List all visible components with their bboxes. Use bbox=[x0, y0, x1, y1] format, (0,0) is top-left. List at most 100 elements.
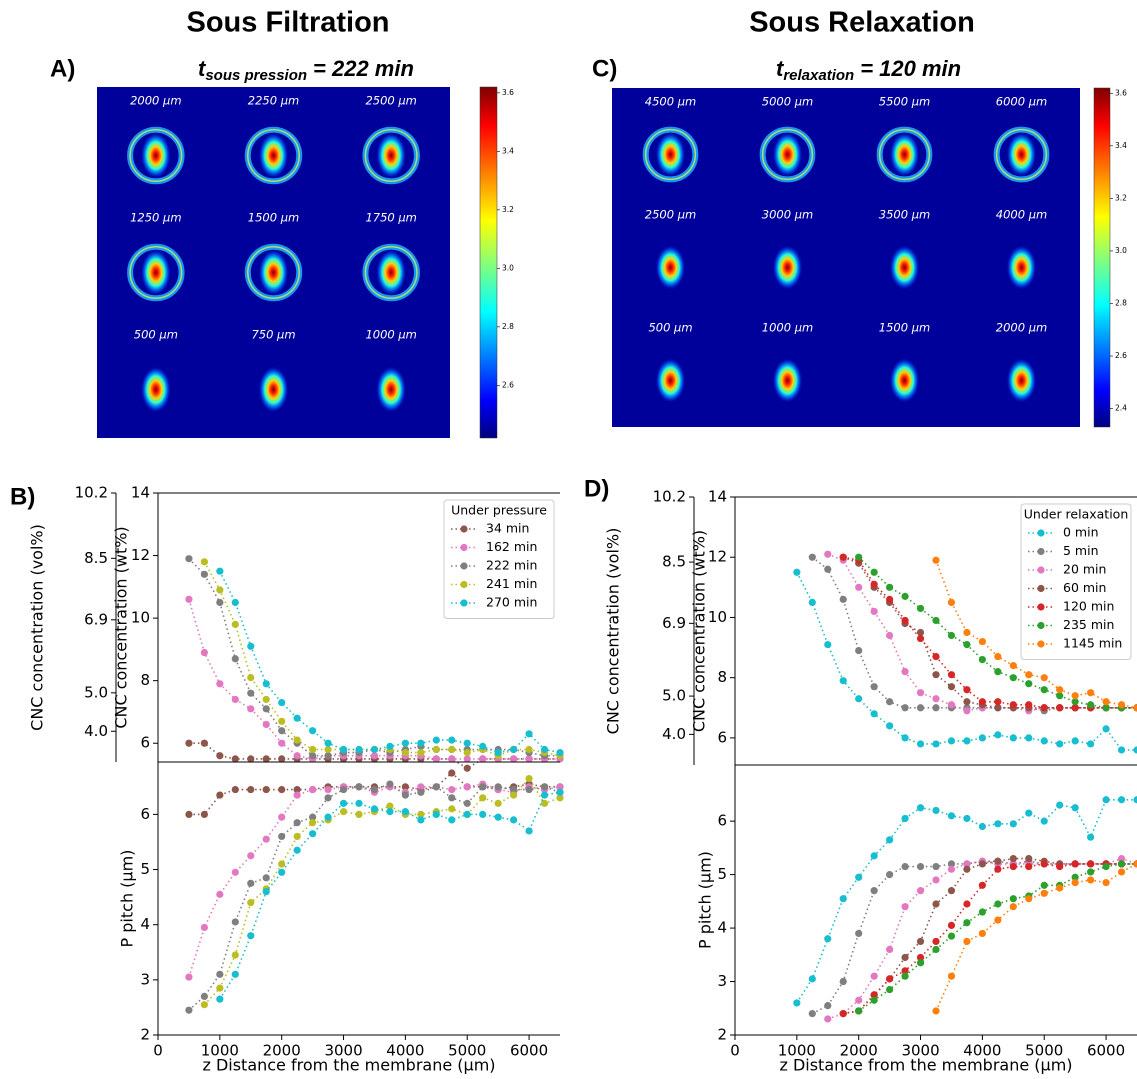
data-point bbox=[978, 860, 986, 868]
data-point bbox=[886, 722, 894, 730]
data-point bbox=[963, 698, 971, 706]
data-point bbox=[901, 972, 909, 980]
data-point bbox=[309, 752, 317, 760]
data-point bbox=[978, 637, 986, 646]
data-point bbox=[1071, 704, 1079, 712]
legend-label: 0 min bbox=[1063, 525, 1099, 540]
data-point bbox=[355, 783, 363, 791]
data-point bbox=[932, 704, 940, 712]
data-point bbox=[1040, 817, 1048, 825]
data-point bbox=[309, 830, 317, 838]
data-point bbox=[293, 736, 301, 744]
diffraction-spot bbox=[772, 357, 803, 404]
x-axis-label: z Distance from the membrane (µm) bbox=[202, 1056, 495, 1075]
data-point bbox=[417, 749, 425, 757]
legend-marker bbox=[1037, 584, 1045, 593]
data-point bbox=[994, 820, 1002, 828]
panel-label: A) bbox=[50, 55, 75, 82]
data-point bbox=[262, 705, 270, 713]
data-point bbox=[1087, 876, 1095, 884]
data-point bbox=[916, 804, 925, 812]
data-point bbox=[978, 881, 986, 889]
data-point bbox=[870, 972, 878, 980]
data-point bbox=[901, 903, 909, 911]
data-point bbox=[839, 895, 847, 903]
panel-subtitle: tsous pression = 222 min bbox=[198, 56, 414, 84]
colorbar-tick-label: 3.4 bbox=[1115, 141, 1127, 150]
data-point bbox=[994, 857, 1002, 865]
data-point bbox=[947, 631, 956, 640]
data-point bbox=[839, 1010, 847, 1018]
diffraction-ring bbox=[761, 128, 814, 181]
data-point bbox=[401, 791, 409, 799]
data-point bbox=[932, 740, 940, 748]
y2-tick-label: 8.5 bbox=[662, 553, 686, 571]
position-label: 3000 µm bbox=[762, 208, 813, 222]
data-point bbox=[1056, 801, 1064, 809]
y2-tick-label: 6.9 bbox=[662, 614, 686, 632]
y-tick-label: 14 bbox=[708, 488, 727, 506]
data-point bbox=[185, 555, 193, 563]
data-point bbox=[309, 727, 317, 735]
data-point bbox=[824, 935, 832, 943]
series-line bbox=[219, 791, 561, 1000]
data-point bbox=[870, 710, 878, 718]
data-point bbox=[994, 865, 1002, 873]
data-point bbox=[386, 780, 394, 788]
data-point bbox=[247, 879, 255, 887]
data-point bbox=[870, 887, 878, 895]
x-tick-label: 5000 bbox=[448, 1042, 486, 1060]
data-point bbox=[824, 550, 832, 558]
data-point bbox=[824, 565, 832, 573]
data-point bbox=[855, 873, 863, 881]
data-point bbox=[1071, 698, 1079, 706]
data-point bbox=[1117, 854, 1126, 863]
data-point bbox=[479, 794, 487, 802]
y2-tick-label: 10.2 bbox=[653, 488, 686, 506]
y-tick-label: 10 bbox=[131, 609, 150, 627]
subtitle-text: = 222 min bbox=[313, 56, 414, 81]
x-tick-label: 4000 bbox=[386, 1042, 424, 1060]
x-tick-label: 0 bbox=[730, 1042, 740, 1060]
data-point bbox=[1040, 686, 1048, 694]
data-point bbox=[1025, 734, 1033, 742]
diffraction-spot bbox=[1006, 357, 1037, 404]
diffraction-ring bbox=[878, 128, 931, 181]
data-point bbox=[339, 785, 348, 794]
data-point bbox=[355, 745, 363, 754]
data-point bbox=[401, 749, 409, 757]
data-point bbox=[808, 975, 816, 983]
data-point bbox=[231, 655, 239, 663]
colorbar-tick-label: 3.2 bbox=[502, 205, 514, 214]
series-line bbox=[858, 863, 1137, 1012]
data-point bbox=[448, 816, 456, 824]
y-tick-label: 5 bbox=[717, 865, 727, 883]
y-axis-label: P pitch (µm) bbox=[118, 850, 137, 948]
data-point bbox=[417, 739, 425, 747]
data-point bbox=[432, 755, 440, 763]
data-point bbox=[901, 704, 909, 712]
legend-marker bbox=[460, 562, 468, 570]
data-point bbox=[231, 598, 239, 607]
x-tick-label: 1000 bbox=[778, 1042, 816, 1060]
data-point bbox=[401, 783, 409, 791]
data-point bbox=[216, 680, 224, 688]
legend-marker bbox=[1037, 566, 1045, 574]
position-label: 1250 µm bbox=[130, 211, 181, 225]
data-point bbox=[855, 695, 863, 703]
data-point bbox=[963, 707, 971, 715]
data-point bbox=[978, 822, 986, 831]
data-point bbox=[1009, 701, 1017, 709]
subtitle-subscript: sous pression bbox=[205, 67, 307, 84]
data-point bbox=[510, 816, 518, 824]
data-point bbox=[463, 755, 471, 763]
data-point bbox=[262, 695, 270, 704]
data-point bbox=[932, 937, 940, 946]
data-point bbox=[1025, 854, 1033, 863]
data-point bbox=[932, 652, 940, 661]
data-point bbox=[231, 918, 239, 926]
data-point bbox=[463, 810, 471, 818]
data-point bbox=[855, 996, 863, 1004]
data-point bbox=[494, 813, 502, 821]
data-point bbox=[370, 805, 379, 813]
